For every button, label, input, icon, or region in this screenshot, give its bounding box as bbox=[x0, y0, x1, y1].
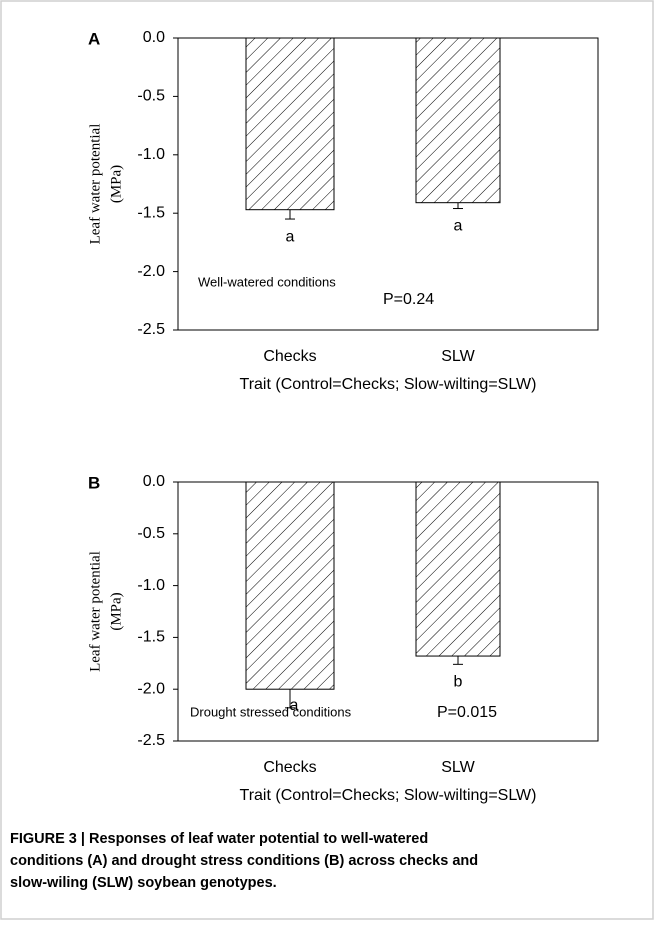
y-axis-label: (MPa) bbox=[108, 165, 124, 203]
x-tick-label: SLW bbox=[441, 348, 475, 365]
panel-label: A bbox=[88, 29, 100, 48]
x-tick-label: SLW bbox=[441, 759, 475, 776]
y-tick-label: -0.5 bbox=[137, 525, 165, 542]
condition-label: Drought stressed conditions bbox=[190, 704, 352, 719]
x-axis-label: Trait (Control=Checks; Slow-wilting=SLW) bbox=[240, 376, 537, 393]
p-value: P=0.015 bbox=[437, 704, 497, 721]
panel-label: B bbox=[88, 473, 100, 492]
x-axis-label: Trait (Control=Checks; Slow-wilting=SLW) bbox=[240, 787, 537, 804]
y-axis-label: Leaf water potential bbox=[87, 124, 103, 245]
bar bbox=[245, 481, 335, 690]
bar bbox=[245, 37, 335, 211]
y-tick-label: -1.5 bbox=[137, 629, 165, 646]
bar-letter: a bbox=[286, 228, 295, 245]
y-tick-label: -1.0 bbox=[137, 577, 165, 594]
y-tick-label: -2.0 bbox=[137, 263, 165, 280]
y-tick-label: -1.5 bbox=[137, 204, 165, 221]
x-tick-label: Checks bbox=[263, 348, 316, 365]
caption-line: conditions (A) and drought stress condit… bbox=[10, 853, 478, 869]
caption-line: slow-wiling (SLW) soybean genotypes. bbox=[10, 875, 277, 891]
y-tick-label: 0.0 bbox=[143, 29, 165, 46]
plot-frame bbox=[177, 481, 599, 742]
y-tick-label: -2.5 bbox=[137, 732, 165, 749]
y-tick-label: -2.0 bbox=[137, 680, 165, 697]
condition-label: Well-watered conditions bbox=[198, 274, 336, 289]
x-tick-label: Checks bbox=[263, 759, 316, 776]
y-axis-label: Leaf water potential bbox=[87, 551, 103, 672]
y-tick-label: 0.0 bbox=[143, 473, 165, 490]
p-value: P=0.24 bbox=[383, 291, 434, 308]
bar-letter: a bbox=[290, 697, 299, 714]
y-tick-label: -2.5 bbox=[137, 321, 165, 338]
bar-letter: a bbox=[454, 218, 463, 235]
bar bbox=[415, 37, 501, 204]
bar-letter: b bbox=[454, 674, 463, 691]
y-axis-label: (MPa) bbox=[108, 592, 124, 630]
y-tick-label: -1.0 bbox=[137, 146, 165, 163]
caption-line: FIGURE 3 | Responses of leaf water poten… bbox=[10, 831, 428, 847]
bar bbox=[415, 481, 501, 657]
plot-frame bbox=[177, 37, 599, 331]
y-tick-label: -0.5 bbox=[137, 88, 165, 105]
